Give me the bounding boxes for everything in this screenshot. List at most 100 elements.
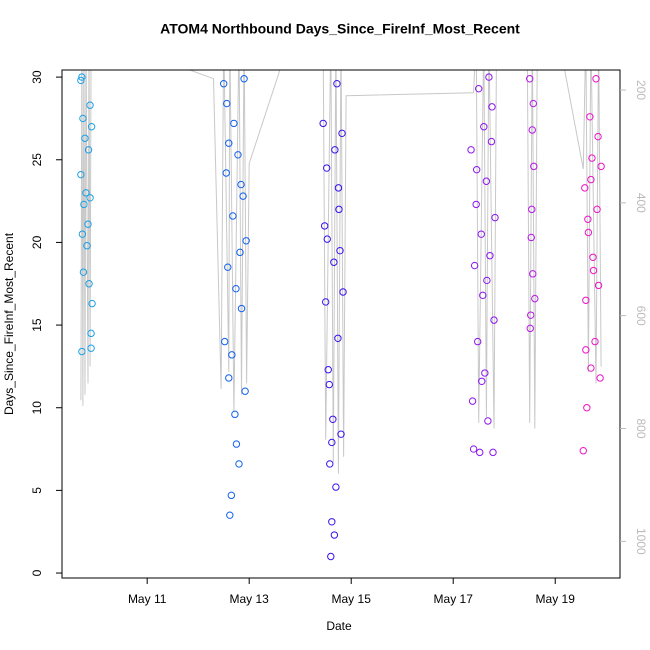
point [78,73,86,81]
point [589,266,598,275]
point [79,114,87,123]
point [236,248,244,257]
point [581,184,589,192]
plot-frame [61,69,621,579]
point [491,213,499,222]
point [78,347,86,356]
chart-title: ATOM4 Northbound Days_Since_FireInf_Most… [160,21,520,37]
x-tick-label: May 13 [230,592,270,606]
point [224,263,232,271]
point [527,311,535,319]
point [468,397,477,405]
point [219,80,228,88]
point [81,134,89,142]
point [594,132,602,141]
point [582,346,590,354]
point [77,170,85,179]
point [231,410,239,419]
y-tick-label: 15 [30,318,44,332]
point [332,483,340,491]
point [82,189,90,197]
point [328,438,336,447]
point [472,165,481,174]
point [483,276,491,285]
point [235,460,243,468]
point [324,366,332,374]
x-axis-label: Date [326,619,352,633]
point [337,430,345,438]
y2-line [80,70,602,474]
point [330,258,338,266]
point [477,230,485,238]
point [596,374,604,382]
point [237,304,246,313]
point [485,73,493,81]
point [333,80,341,88]
point [234,151,242,159]
y-axis-label: Days_Since_FireInf_Most_Recent [2,232,16,415]
point [490,316,498,324]
point [470,261,479,270]
point [588,154,596,162]
point [229,212,237,220]
point [228,351,236,359]
y-tick-label: 0 [30,569,44,576]
point [488,103,496,111]
point [241,387,249,395]
point [331,146,339,154]
point [336,246,344,255]
y-tick-label: 5 [30,487,44,494]
y2-tick-label: 600 [634,306,648,326]
point [84,146,93,154]
point [87,123,96,131]
point [338,129,346,138]
point [327,552,335,561]
point [335,205,343,214]
point [329,415,337,424]
point [86,101,94,109]
point [242,237,250,245]
point [487,137,496,146]
point [87,329,95,338]
point [86,194,94,202]
point [528,205,536,214]
point [328,518,336,526]
point [240,75,248,83]
point [482,177,491,185]
point [323,235,331,243]
point [84,220,92,228]
point [88,299,96,308]
point [77,76,85,85]
point [469,445,478,453]
point [584,228,593,237]
point [232,440,241,448]
point [582,296,590,304]
point [339,288,347,296]
x-tick-label: May 17 [434,592,474,606]
point [528,126,536,134]
point [227,491,236,500]
y2-tick-label: 800 [634,418,648,438]
point [326,460,334,468]
point [467,146,475,154]
point [479,291,487,300]
point [223,99,231,108]
point [579,447,587,455]
point [472,200,480,209]
point [526,75,534,83]
point [526,324,534,333]
point [321,298,330,306]
point [592,75,600,83]
point [597,162,605,171]
point [583,404,591,412]
point [594,281,603,290]
point [83,242,91,250]
plot-area [77,70,605,561]
point [87,344,95,352]
point [589,253,597,261]
y-tick-label: 25 [30,153,44,167]
y-tick-label: 20 [30,235,44,249]
point [480,123,488,131]
